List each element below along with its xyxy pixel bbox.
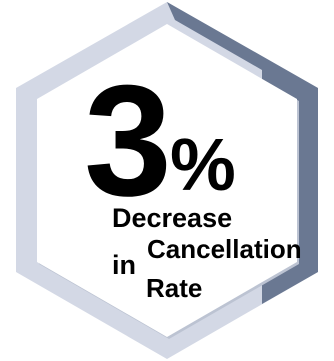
stat-number: 3 <box>84 53 172 229</box>
stat-label-decrease: Decrease <box>112 203 233 233</box>
stat-label-cancellation: Cancellation <box>147 234 302 264</box>
stat-unit: % <box>170 123 236 206</box>
hexagon-inner <box>37 24 297 337</box>
stat-label-rate: Rate <box>146 273 203 303</box>
stat-label-in: in <box>112 250 136 280</box>
